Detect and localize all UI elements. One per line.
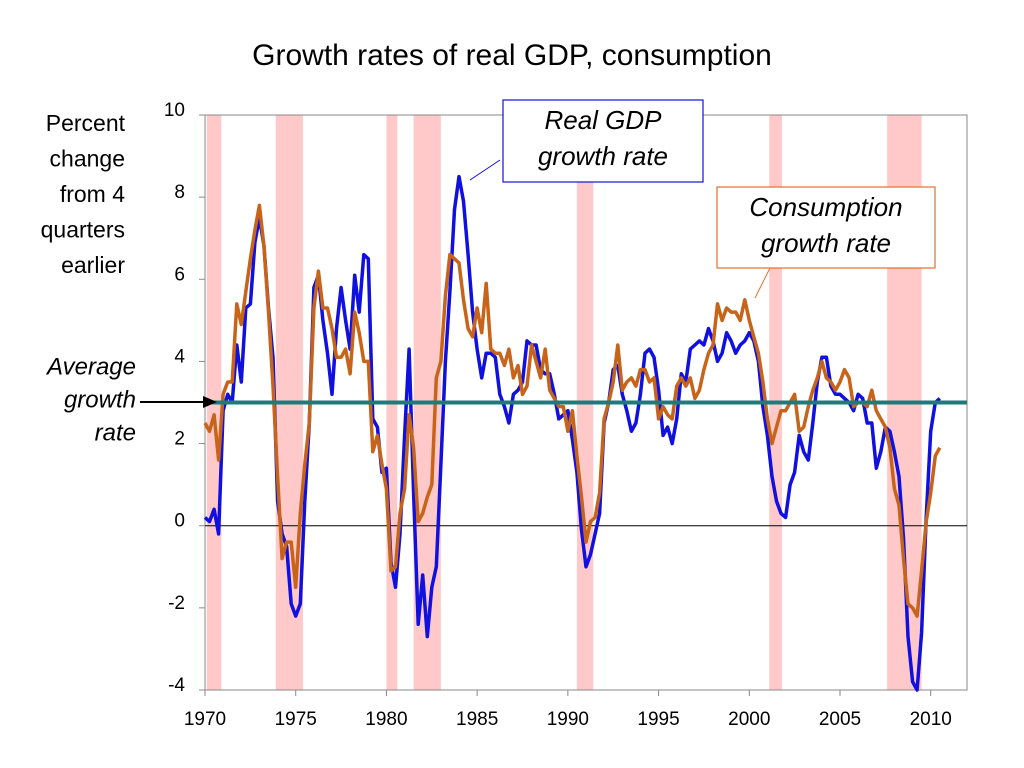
y-axis-label: change (50, 146, 125, 172)
y-axis-label: Percent (46, 110, 126, 136)
annotation-text: growth rate (761, 228, 891, 258)
y-axis-label: from 4 (60, 181, 125, 207)
annotation-text: growth rate (538, 141, 668, 171)
average-label: growth (64, 386, 136, 413)
series-line (203, 203, 942, 618)
chart-title: Growth rates of real GDP, consumption (252, 39, 772, 72)
y-tick-label: 10 (164, 100, 185, 121)
x-tick-label: 1990 (547, 709, 589, 730)
y-tick-label: -4 (168, 675, 185, 696)
y-axis-label: quarters (41, 217, 125, 243)
annotation-connector (469, 159, 501, 181)
x-tick-label: 2010 (910, 709, 952, 730)
y-tick-label: 0 (174, 511, 185, 532)
x-tick-label: 1970 (184, 709, 226, 730)
annotation-box (716, 186, 936, 269)
y-tick-label: 8 (174, 182, 185, 203)
annotation-connector (754, 267, 771, 299)
y-axis-label: earlier (61, 252, 125, 278)
annotation-text: Real GDP (544, 105, 662, 135)
x-tick-label: 2000 (728, 709, 770, 730)
x-tick-label: 1975 (275, 709, 317, 730)
x-tick-label: 1985 (456, 709, 498, 730)
y-tick-label: 6 (174, 264, 185, 285)
x-tick-label: 1995 (637, 709, 679, 730)
average-label: rate (95, 419, 136, 446)
y-tick-label: 4 (174, 346, 185, 367)
y-tick-label: -2 (168, 593, 185, 614)
annotation-text: Consumption (749, 192, 902, 222)
x-tick-label: 2005 (819, 709, 861, 730)
average-label: Average (45, 353, 136, 380)
annotation-box (502, 99, 704, 183)
x-tick-label: 1980 (365, 709, 407, 730)
y-tick-label: 2 (174, 429, 185, 450)
arrow-head (203, 396, 217, 408)
